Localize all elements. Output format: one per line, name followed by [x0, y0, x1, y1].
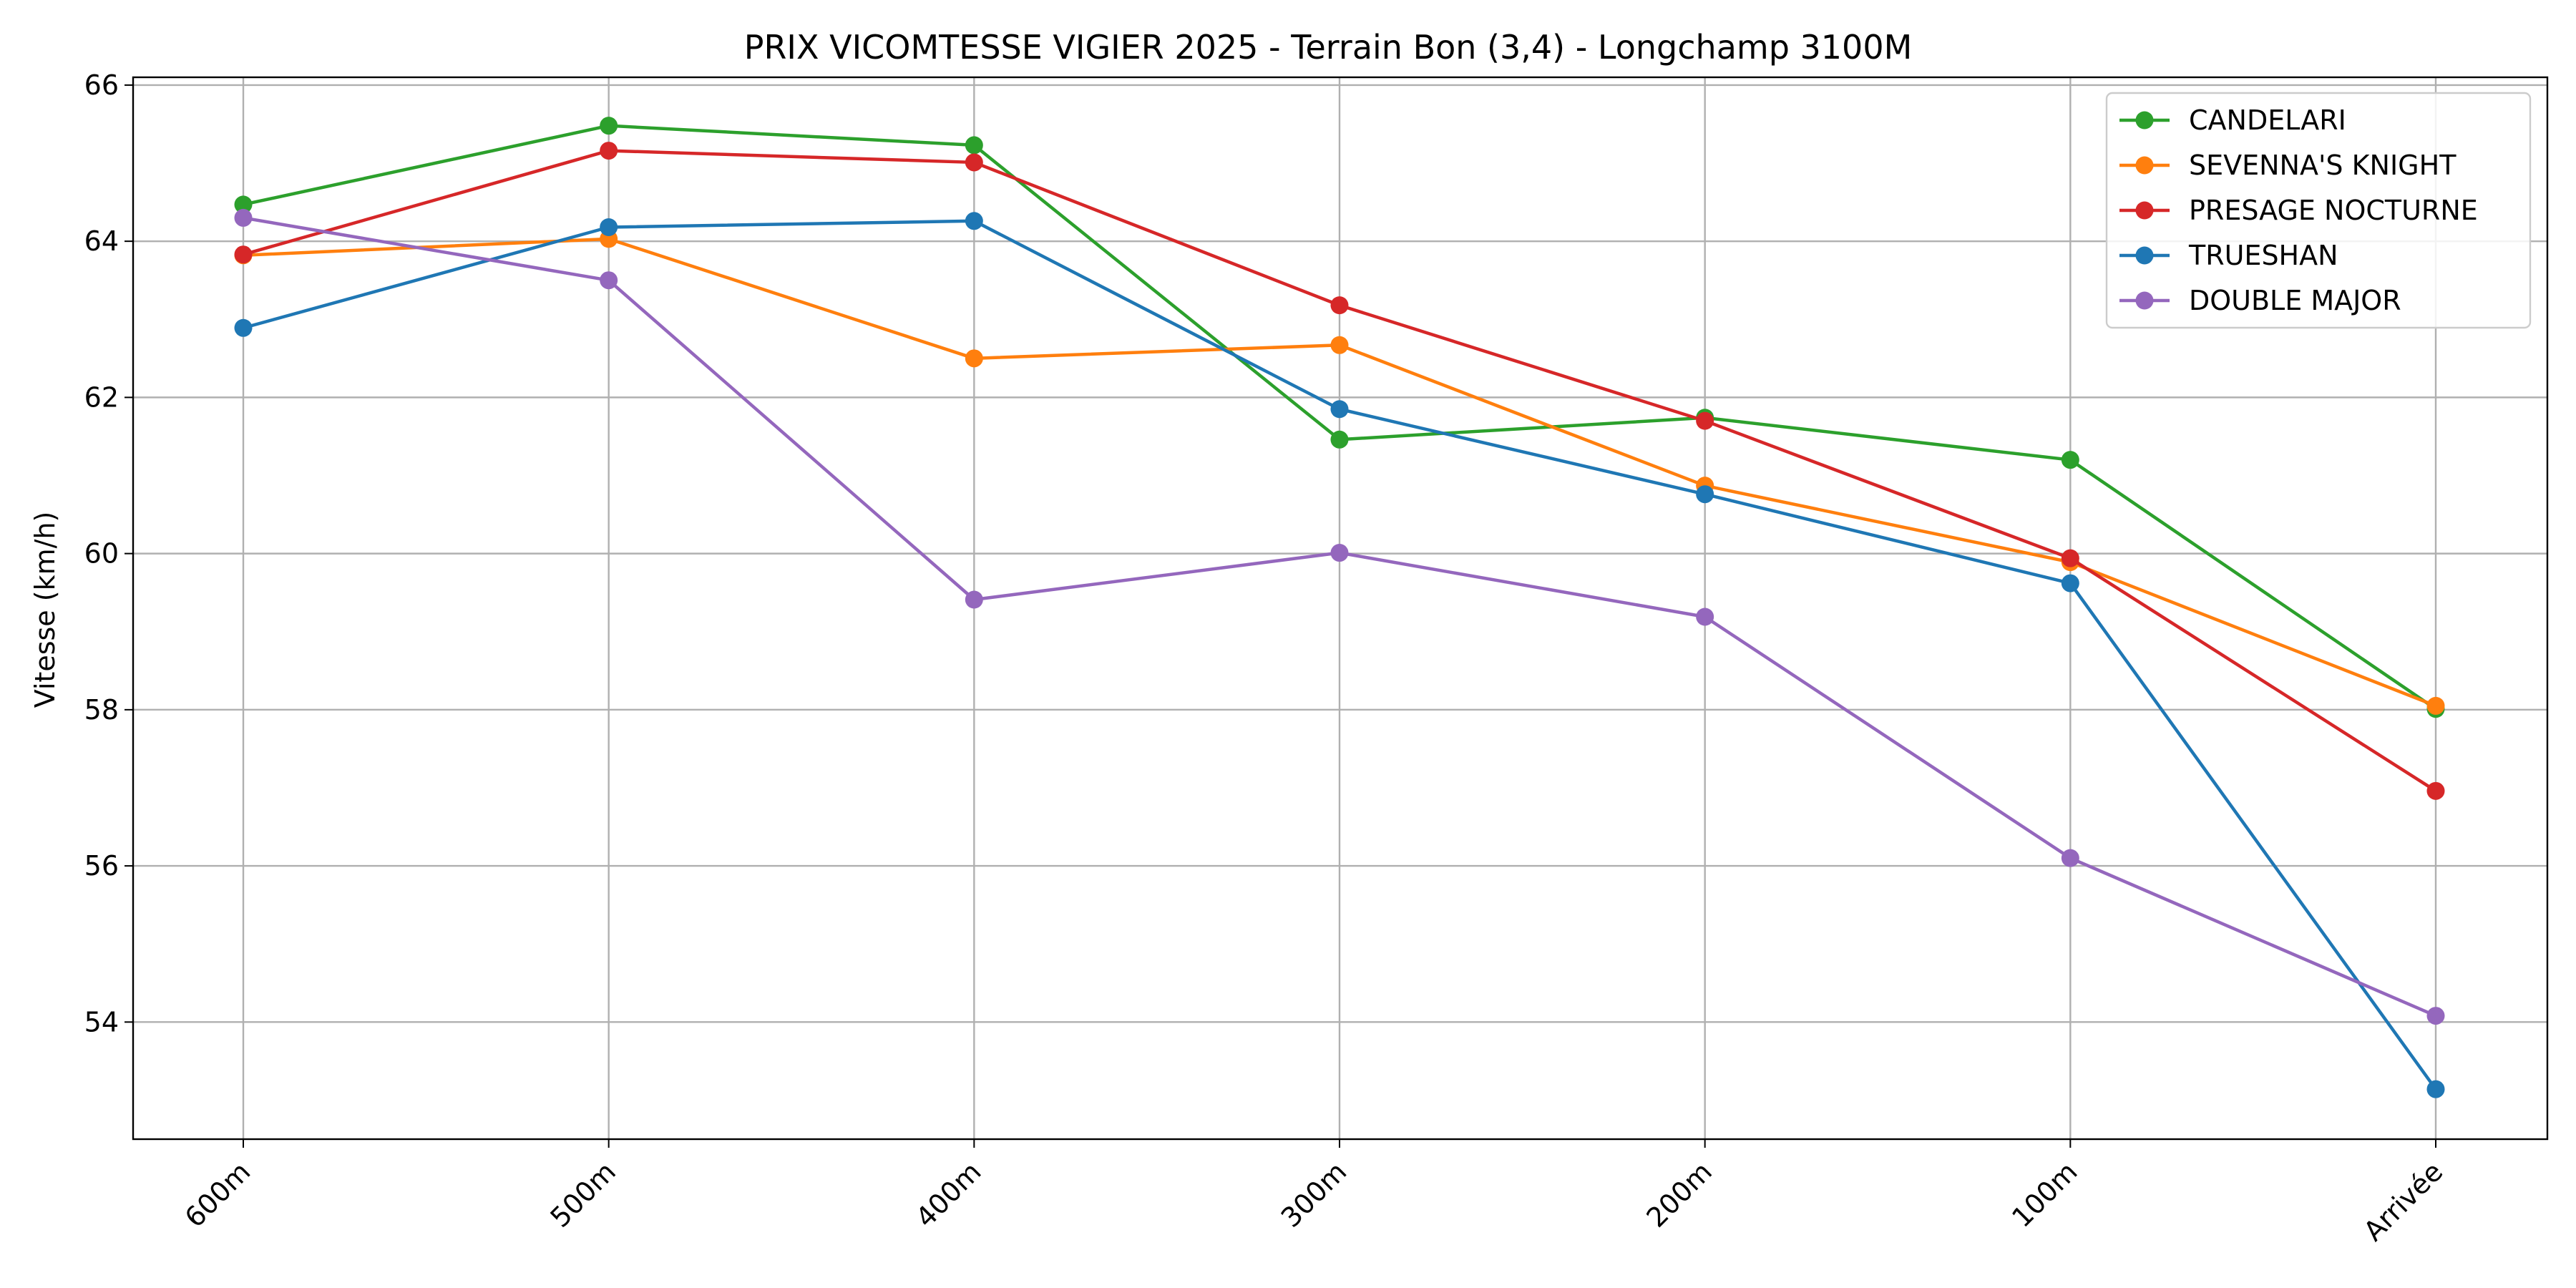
legend-item: SEVENNA'S KNIGHT — [2119, 150, 2457, 181]
x-tick-label: 500m — [544, 1156, 622, 1234]
data-point — [2426, 1080, 2445, 1098]
data-point — [965, 153, 983, 172]
legend-item: PRESAGE NOCTURNE — [2119, 195, 2478, 226]
legend-item: TRUESHAN — [2119, 240, 2338, 271]
series-group — [234, 208, 2445, 1025]
plot-frame — [132, 76, 2549, 1141]
x-tick-label: 600m — [179, 1156, 257, 1234]
data-point — [1330, 296, 1349, 315]
legend-label: CANDELARI — [2189, 104, 2346, 136]
y-tick-label: 66 — [84, 69, 119, 101]
data-point — [600, 142, 618, 160]
y-tick-label: 60 — [84, 538, 119, 570]
y-axis-label: Vitesse (km/h) — [29, 512, 61, 708]
data-point — [965, 212, 983, 230]
y-tick-label: 62 — [84, 381, 119, 413]
data-point — [1330, 430, 1349, 449]
data-point — [965, 590, 983, 609]
data-point — [2426, 1007, 2445, 1025]
data-point — [1330, 544, 1349, 562]
data-point — [600, 117, 618, 135]
y-tick-label: 64 — [84, 225, 119, 257]
x-tick-label: 200m — [1640, 1156, 1718, 1234]
legend-box — [2105, 92, 2532, 329]
data-point — [2426, 696, 2445, 715]
data-point — [2061, 849, 2079, 867]
data-point — [234, 245, 253, 264]
legend-label: DOUBLE MAJOR — [2189, 285, 2401, 316]
legend-label: TRUESHAN — [2188, 240, 2338, 271]
data-point — [234, 318, 253, 337]
data-point — [600, 218, 618, 237]
x-tick-label: Arrivée — [2358, 1156, 2449, 1247]
data-point — [2061, 574, 2079, 592]
y-tick-label: 58 — [84, 694, 119, 726]
legend-label: PRESAGE NOCTURNE — [2189, 195, 2478, 226]
legend-swatch-marker — [2135, 246, 2154, 265]
data-point — [234, 208, 253, 227]
data-point — [1696, 485, 1714, 504]
y-tick-label: 54 — [84, 1006, 119, 1038]
legend: CANDELARI SEVENNA'S KNIGHT PRESAGE NOCTURN… — [2105, 92, 2532, 329]
x-tick-label: 400m — [909, 1156, 987, 1234]
data-point — [2061, 549, 2079, 567]
series-layer — [234, 117, 2445, 1098]
data-point — [2061, 451, 2079, 469]
legend-swatch-marker — [2135, 201, 2154, 220]
series-group — [234, 212, 2445, 1098]
legend-swatch-marker — [2135, 291, 2154, 310]
legend-item: CANDELARI — [2119, 104, 2346, 136]
data-point — [1330, 400, 1349, 419]
data-point — [965, 349, 983, 368]
axes — [125, 76, 2549, 1148]
legend-swatch-marker — [2135, 111, 2154, 130]
data-point — [1330, 336, 1349, 354]
legend-label: SEVENNA'S KNIGHT — [2189, 150, 2457, 181]
series-group — [234, 142, 2445, 800]
data-point — [1696, 411, 1714, 430]
data-point — [600, 271, 618, 290]
legend-swatch-marker — [2135, 156, 2154, 175]
data-point — [234, 195, 253, 214]
chart-title: PRIX VICOMTESSE VIGIER 2025 - Terrain Bo… — [744, 28, 1913, 67]
legend-item: DOUBLE MAJOR — [2119, 285, 2401, 316]
x-tick-label: 300m — [1275, 1156, 1353, 1234]
data-point — [1696, 608, 1714, 626]
x-tick-label: 100m — [2006, 1156, 2084, 1234]
data-point — [2426, 781, 2445, 800]
data-point — [965, 136, 983, 155]
y-tick-label: 56 — [84, 850, 119, 882]
